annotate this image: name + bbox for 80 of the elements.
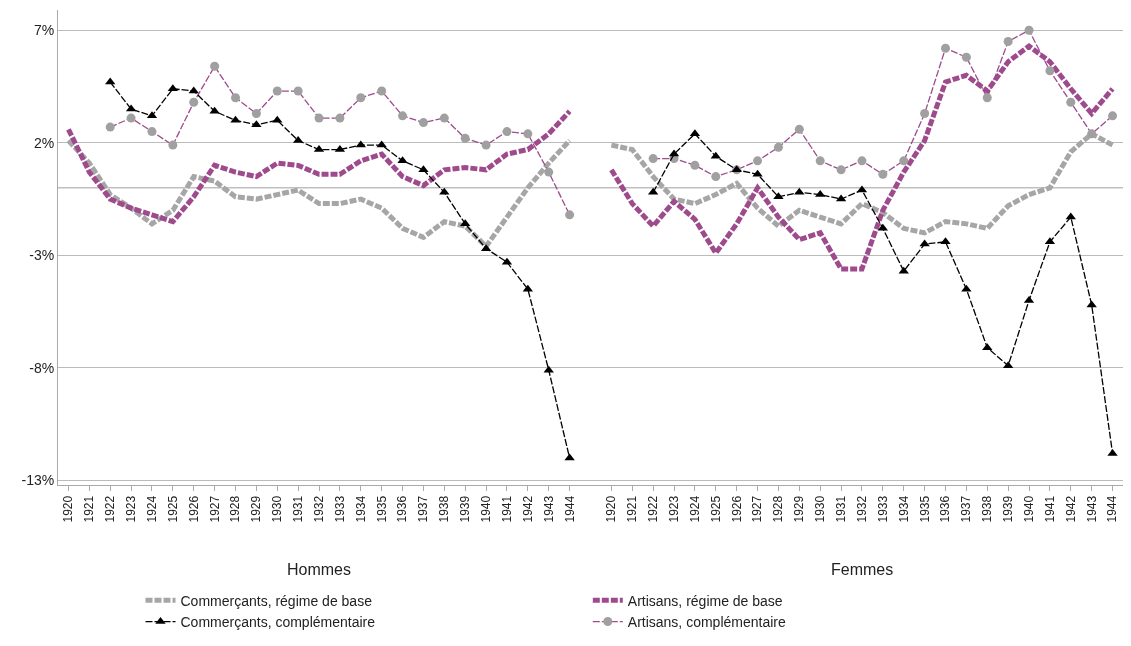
point (710, 151, 721, 159)
y-tick-label: 7% (33, 22, 55, 39)
y-tick-label: -13% (21, 472, 55, 489)
x-tick-label: 1925 (708, 495, 723, 523)
x-tick-label: 1920 (604, 495, 619, 523)
point (773, 192, 784, 200)
x-tick-label: 1929 (249, 495, 264, 523)
x-tick-label: 1943 (1084, 495, 1099, 523)
x-tick-label: 1930 (813, 495, 828, 523)
x-tick-label: 1923 (123, 495, 138, 523)
x-tick-label: 1935 (374, 495, 389, 523)
x-tick-label: 1944 (562, 495, 577, 523)
x-tick-label: 1931 (291, 495, 306, 523)
text: Hommes (287, 561, 352, 578)
x-tick-label: 1933 (332, 495, 347, 523)
x-tick-label: 1927 (750, 495, 765, 523)
y-tick-label: -8% (29, 359, 55, 376)
legend-label: Commerçants, régime de base (180, 592, 373, 609)
x-tick-label: 1925 (165, 495, 180, 523)
x-tick-label: 1927 (207, 495, 222, 523)
x-tick-label: 1937 (416, 495, 431, 523)
point (794, 187, 805, 195)
x-tick-label: 1941 (499, 495, 514, 523)
point (105, 77, 116, 85)
point (460, 219, 471, 227)
point (418, 165, 429, 173)
x-tick-label: 1929 (792, 495, 807, 523)
x-tick-label: 1924 (687, 495, 702, 523)
x-tick-label: 1920 (61, 495, 76, 523)
point (752, 169, 763, 177)
point (1107, 448, 1118, 456)
x-tick-label: 1932 (854, 495, 869, 523)
x-tick-label: 1922 (103, 495, 118, 523)
x-tick-label: 1926 (186, 495, 201, 523)
x-tick-label: 1938 (437, 495, 452, 523)
point (209, 106, 220, 114)
point (272, 115, 283, 123)
point (230, 115, 241, 123)
point (1086, 300, 1097, 308)
point (439, 187, 450, 195)
point (355, 140, 366, 148)
point (940, 237, 951, 245)
x-tick-label: 1921 (82, 495, 97, 523)
x-tick-label: 1943 (541, 495, 556, 523)
point (188, 86, 199, 94)
x-tick-label: 1931 (833, 495, 848, 523)
x-tick-label: 1923 (666, 495, 681, 523)
x-tick-label: 1937 (959, 495, 974, 523)
x-tick-label: 1940 (1021, 495, 1036, 523)
x-tick-label: 1928 (228, 495, 243, 523)
point (251, 120, 262, 128)
legend-label: Artisans, régime de base (627, 592, 783, 609)
point (1087, 129, 1097, 139)
point (397, 156, 408, 164)
x-tick-label: 1924 (144, 495, 159, 523)
y-tick-label: 2% (33, 134, 55, 151)
x-tick-label: 1939 (458, 495, 473, 523)
x-tick-label: 1938 (980, 495, 995, 523)
x-tick-label: 1935 (917, 495, 932, 523)
x-tick-label: 1932 (311, 495, 326, 523)
x-tick-label: 1944 (1105, 495, 1120, 523)
x-tick-label: 1928 (771, 495, 786, 523)
text: Femmes (831, 561, 894, 578)
x-tick-label: 1942 (520, 495, 535, 523)
x-tick-label: 1921 (625, 495, 640, 523)
x-tick-label: 1934 (896, 495, 911, 523)
x-tick-label: 1936 (395, 495, 410, 523)
x-tick-label: 1926 (729, 495, 744, 523)
x-tick-label: 1939 (1001, 495, 1016, 523)
x-tick-label: 1941 (1042, 495, 1057, 523)
x-tick-label: 1940 (478, 495, 493, 523)
legend-label: Artisans, complémentaire (627, 614, 786, 631)
x-tick-label: 1930 (270, 495, 285, 523)
x-tick-label: 1936 (938, 495, 953, 523)
legend-label: Commerçants, complémentaire (180, 614, 376, 631)
y-tick-label: -3% (29, 247, 55, 264)
x-tick-label: 1933 (875, 495, 890, 523)
x-tick-label: 1922 (646, 495, 661, 523)
x-tick-label: 1934 (353, 495, 368, 523)
x-tick-label: 1942 (1063, 495, 1078, 523)
